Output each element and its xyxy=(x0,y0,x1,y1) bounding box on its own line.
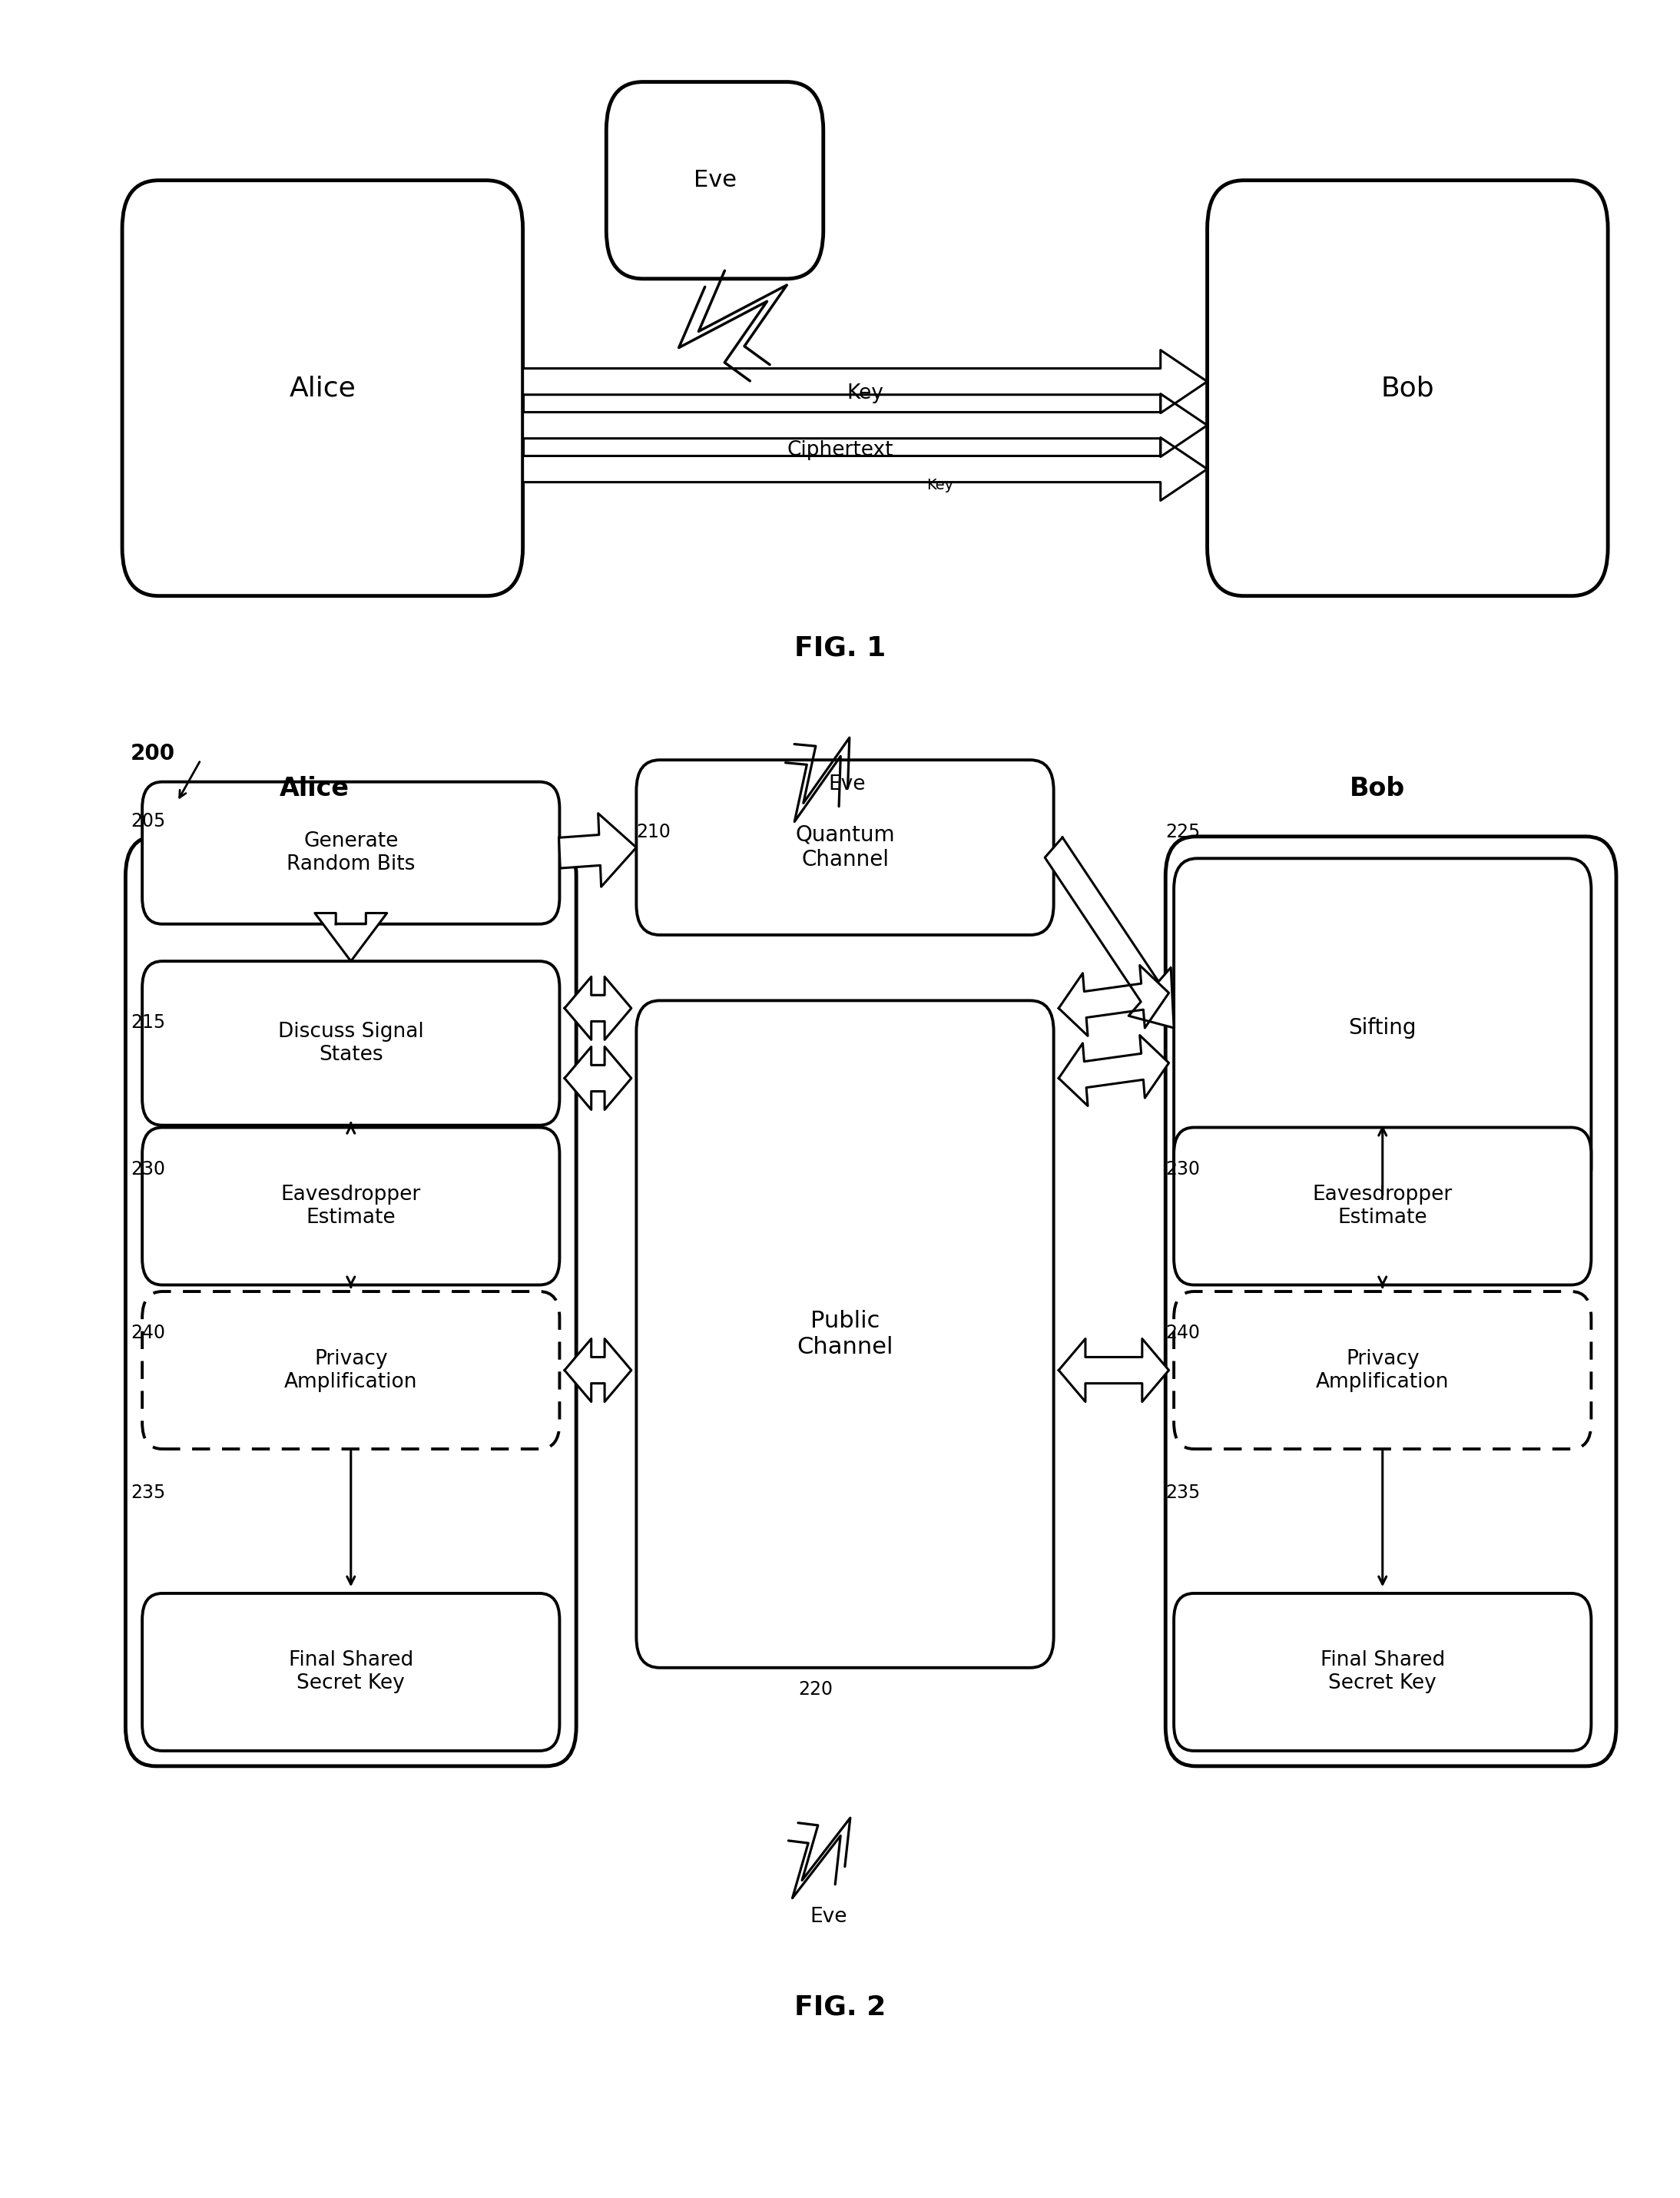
Text: 235: 235 xyxy=(1166,1484,1200,1501)
Polygon shape xyxy=(1058,965,1169,1035)
Text: 225: 225 xyxy=(1166,822,1200,842)
Text: Sifting: Sifting xyxy=(1349,1018,1416,1040)
Polygon shape xyxy=(564,976,632,1040)
FancyBboxPatch shape xyxy=(637,1000,1053,1668)
Text: Final Shared
Secret Key: Final Shared Secret Key xyxy=(289,1651,413,1695)
FancyBboxPatch shape xyxy=(1174,1594,1591,1752)
FancyBboxPatch shape xyxy=(143,961,559,1125)
Text: Discuss Signal
States: Discuss Signal States xyxy=(277,1022,423,1064)
Polygon shape xyxy=(559,813,637,886)
FancyBboxPatch shape xyxy=(143,1128,559,1286)
Text: 205: 205 xyxy=(131,811,165,831)
Text: Privacy
Amplification: Privacy Amplification xyxy=(1315,1350,1450,1391)
Text: Bob: Bob xyxy=(1381,376,1435,402)
Text: 230: 230 xyxy=(1166,1161,1200,1178)
Text: Bob: Bob xyxy=(1349,776,1404,800)
Text: Privacy
Amplification: Privacy Amplification xyxy=(284,1350,418,1391)
FancyBboxPatch shape xyxy=(1166,837,1616,1767)
Text: 240: 240 xyxy=(1166,1323,1200,1343)
Text: 200: 200 xyxy=(131,743,175,765)
Text: Generate
Random Bits: Generate Random Bits xyxy=(287,831,415,875)
Text: Eve: Eve xyxy=(828,774,865,793)
FancyBboxPatch shape xyxy=(143,1292,559,1448)
FancyBboxPatch shape xyxy=(1174,1292,1591,1448)
FancyBboxPatch shape xyxy=(1174,1128,1591,1286)
Text: FIG. 2: FIG. 2 xyxy=(795,1994,885,2020)
FancyBboxPatch shape xyxy=(143,1594,559,1752)
FancyBboxPatch shape xyxy=(606,81,823,279)
Text: 220: 220 xyxy=(798,1679,833,1699)
Polygon shape xyxy=(522,393,1208,457)
FancyBboxPatch shape xyxy=(123,180,522,596)
Text: 235: 235 xyxy=(131,1484,165,1501)
Text: 230: 230 xyxy=(131,1161,165,1178)
FancyBboxPatch shape xyxy=(126,837,576,1767)
FancyBboxPatch shape xyxy=(143,782,559,923)
Text: 210: 210 xyxy=(637,822,670,842)
Text: Key: Key xyxy=(927,477,954,492)
Text: Eavesdropper
Estimate: Eavesdropper Estimate xyxy=(1312,1185,1453,1229)
Polygon shape xyxy=(1045,837,1174,1029)
Text: 240: 240 xyxy=(131,1323,165,1343)
FancyBboxPatch shape xyxy=(637,761,1053,934)
Polygon shape xyxy=(1058,1339,1169,1402)
FancyBboxPatch shape xyxy=(1208,180,1608,596)
Text: Eve: Eve xyxy=(810,1908,847,1928)
Polygon shape xyxy=(564,1339,632,1402)
Polygon shape xyxy=(522,349,1208,413)
Text: 215: 215 xyxy=(131,1013,165,1031)
Text: Public
Channel: Public Channel xyxy=(796,1310,894,1358)
Text: Eavesdropper
Estimate: Eavesdropper Estimate xyxy=(281,1185,422,1229)
FancyBboxPatch shape xyxy=(1174,859,1591,1198)
Text: Final Shared
Secret Key: Final Shared Secret Key xyxy=(1320,1651,1445,1695)
Text: FIG. 1: FIG. 1 xyxy=(795,635,885,662)
Polygon shape xyxy=(1058,1035,1169,1106)
Text: Quantum
Channel: Quantum Channel xyxy=(795,824,895,870)
Text: Ciphertext: Ciphertext xyxy=(786,440,894,459)
Polygon shape xyxy=(314,912,386,961)
Text: Eve: Eve xyxy=(694,169,736,191)
Text: Alice: Alice xyxy=(279,776,349,800)
Polygon shape xyxy=(564,1046,632,1110)
Text: Alice: Alice xyxy=(289,376,356,402)
Polygon shape xyxy=(522,437,1208,501)
Text: Key: Key xyxy=(847,382,884,404)
